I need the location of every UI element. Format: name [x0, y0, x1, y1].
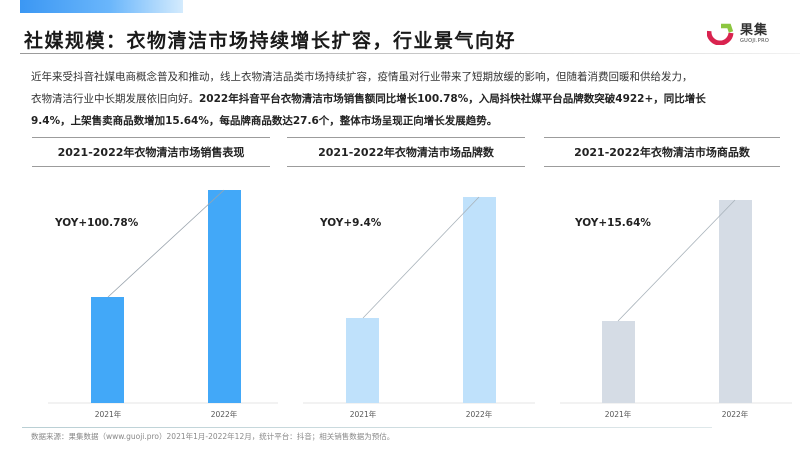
x-tick-label: 2022年: [210, 410, 238, 419]
bar-2021: [602, 321, 635, 403]
chart-panel-brands: 2021-2022年衣物清洁市场品牌数: [287, 137, 533, 427]
logo-name-cn: 果集: [740, 22, 769, 38]
x-tick-label: 2021年: [604, 410, 632, 419]
chart-panel-products: 2021-2022年衣物清洁市场商品数: [544, 137, 790, 427]
yoy-annotation: YOY+100.78%: [55, 217, 139, 229]
chart-sales: [48, 189, 278, 404]
brand-logo: 果集 GUOJI.PRO: [707, 20, 787, 48]
x-tick-label: 2022年: [465, 410, 493, 419]
yoy-annotation: YOY+9.4%: [320, 217, 382, 229]
bar-2021: [91, 297, 124, 403]
chart-products: [560, 199, 792, 404]
chart-brands: [303, 196, 535, 404]
summary-line-1: 近年来受抖音社媒电商概念普及和推动，线上衣物清洁品类市场持续扩容，疫情虽对行业带…: [31, 71, 693, 83]
bar-2022: [463, 197, 496, 403]
guoji-logo-icon: [707, 23, 734, 45]
summary-line-3: 9.4%，上架售卖商品数增加15.64%，每品牌商品数达27.6个，整体市场呈现…: [31, 110, 786, 132]
yoy-annotation: YOY+15.64%: [575, 217, 651, 229]
bar-2021: [346, 318, 379, 403]
header-accent-bar: [20, 0, 183, 13]
summary-paragraph: 近年来受抖音社媒电商概念普及和推动，线上衣物清洁品类市场持续扩容，疫情虽对行业带…: [31, 66, 786, 132]
bar-2022: [208, 190, 241, 403]
summary-line-2-plain: 衣物清洁行业中长期发展依旧向好。: [31, 93, 199, 105]
title-divider: [20, 53, 800, 54]
trend-line: [107, 189, 225, 298]
chart-title: 2021-2022年衣物清洁市场商品数: [544, 137, 780, 167]
summary-line-3-bold: 9.4%，上架售卖商品数增加15.64%，每品牌商品数达27.6个，整体市场呈现…: [31, 115, 498, 127]
trend-line: [617, 199, 736, 322]
chart-panel-sales: 2021-2022年衣物清洁市场销售表现: [32, 137, 278, 427]
x-tick-label: 2021年: [94, 410, 122, 419]
footer-divider: [22, 427, 712, 428]
x-tick-label: 2022年: [721, 410, 749, 419]
bar-2022: [719, 200, 752, 403]
data-source-note: 数据来源：果集数据（www.guoji.pro）2021年1月-2022年12月…: [31, 432, 395, 441]
page-title: 社媒规模：衣物清洁市场持续增长扩容，行业景气向好: [24, 30, 517, 52]
summary-line-2-bold: 2022年抖音平台衣物清洁市场销售额同比增长100.78%，入局抖快社媒平台品牌…: [199, 93, 706, 105]
logo-name-en: GUOJI.PRO: [740, 37, 770, 44]
x-tick-label: 2021年: [349, 410, 377, 419]
trend-line: [362, 196, 480, 319]
chart-title: 2021-2022年衣物清洁市场销售表现: [32, 137, 270, 167]
chart-title: 2021-2022年衣物清洁市场品牌数: [287, 137, 525, 167]
summary-line-2: 衣物清洁行业中长期发展依旧向好。2022年抖音平台衣物清洁市场销售额同比增长10…: [31, 88, 786, 110]
